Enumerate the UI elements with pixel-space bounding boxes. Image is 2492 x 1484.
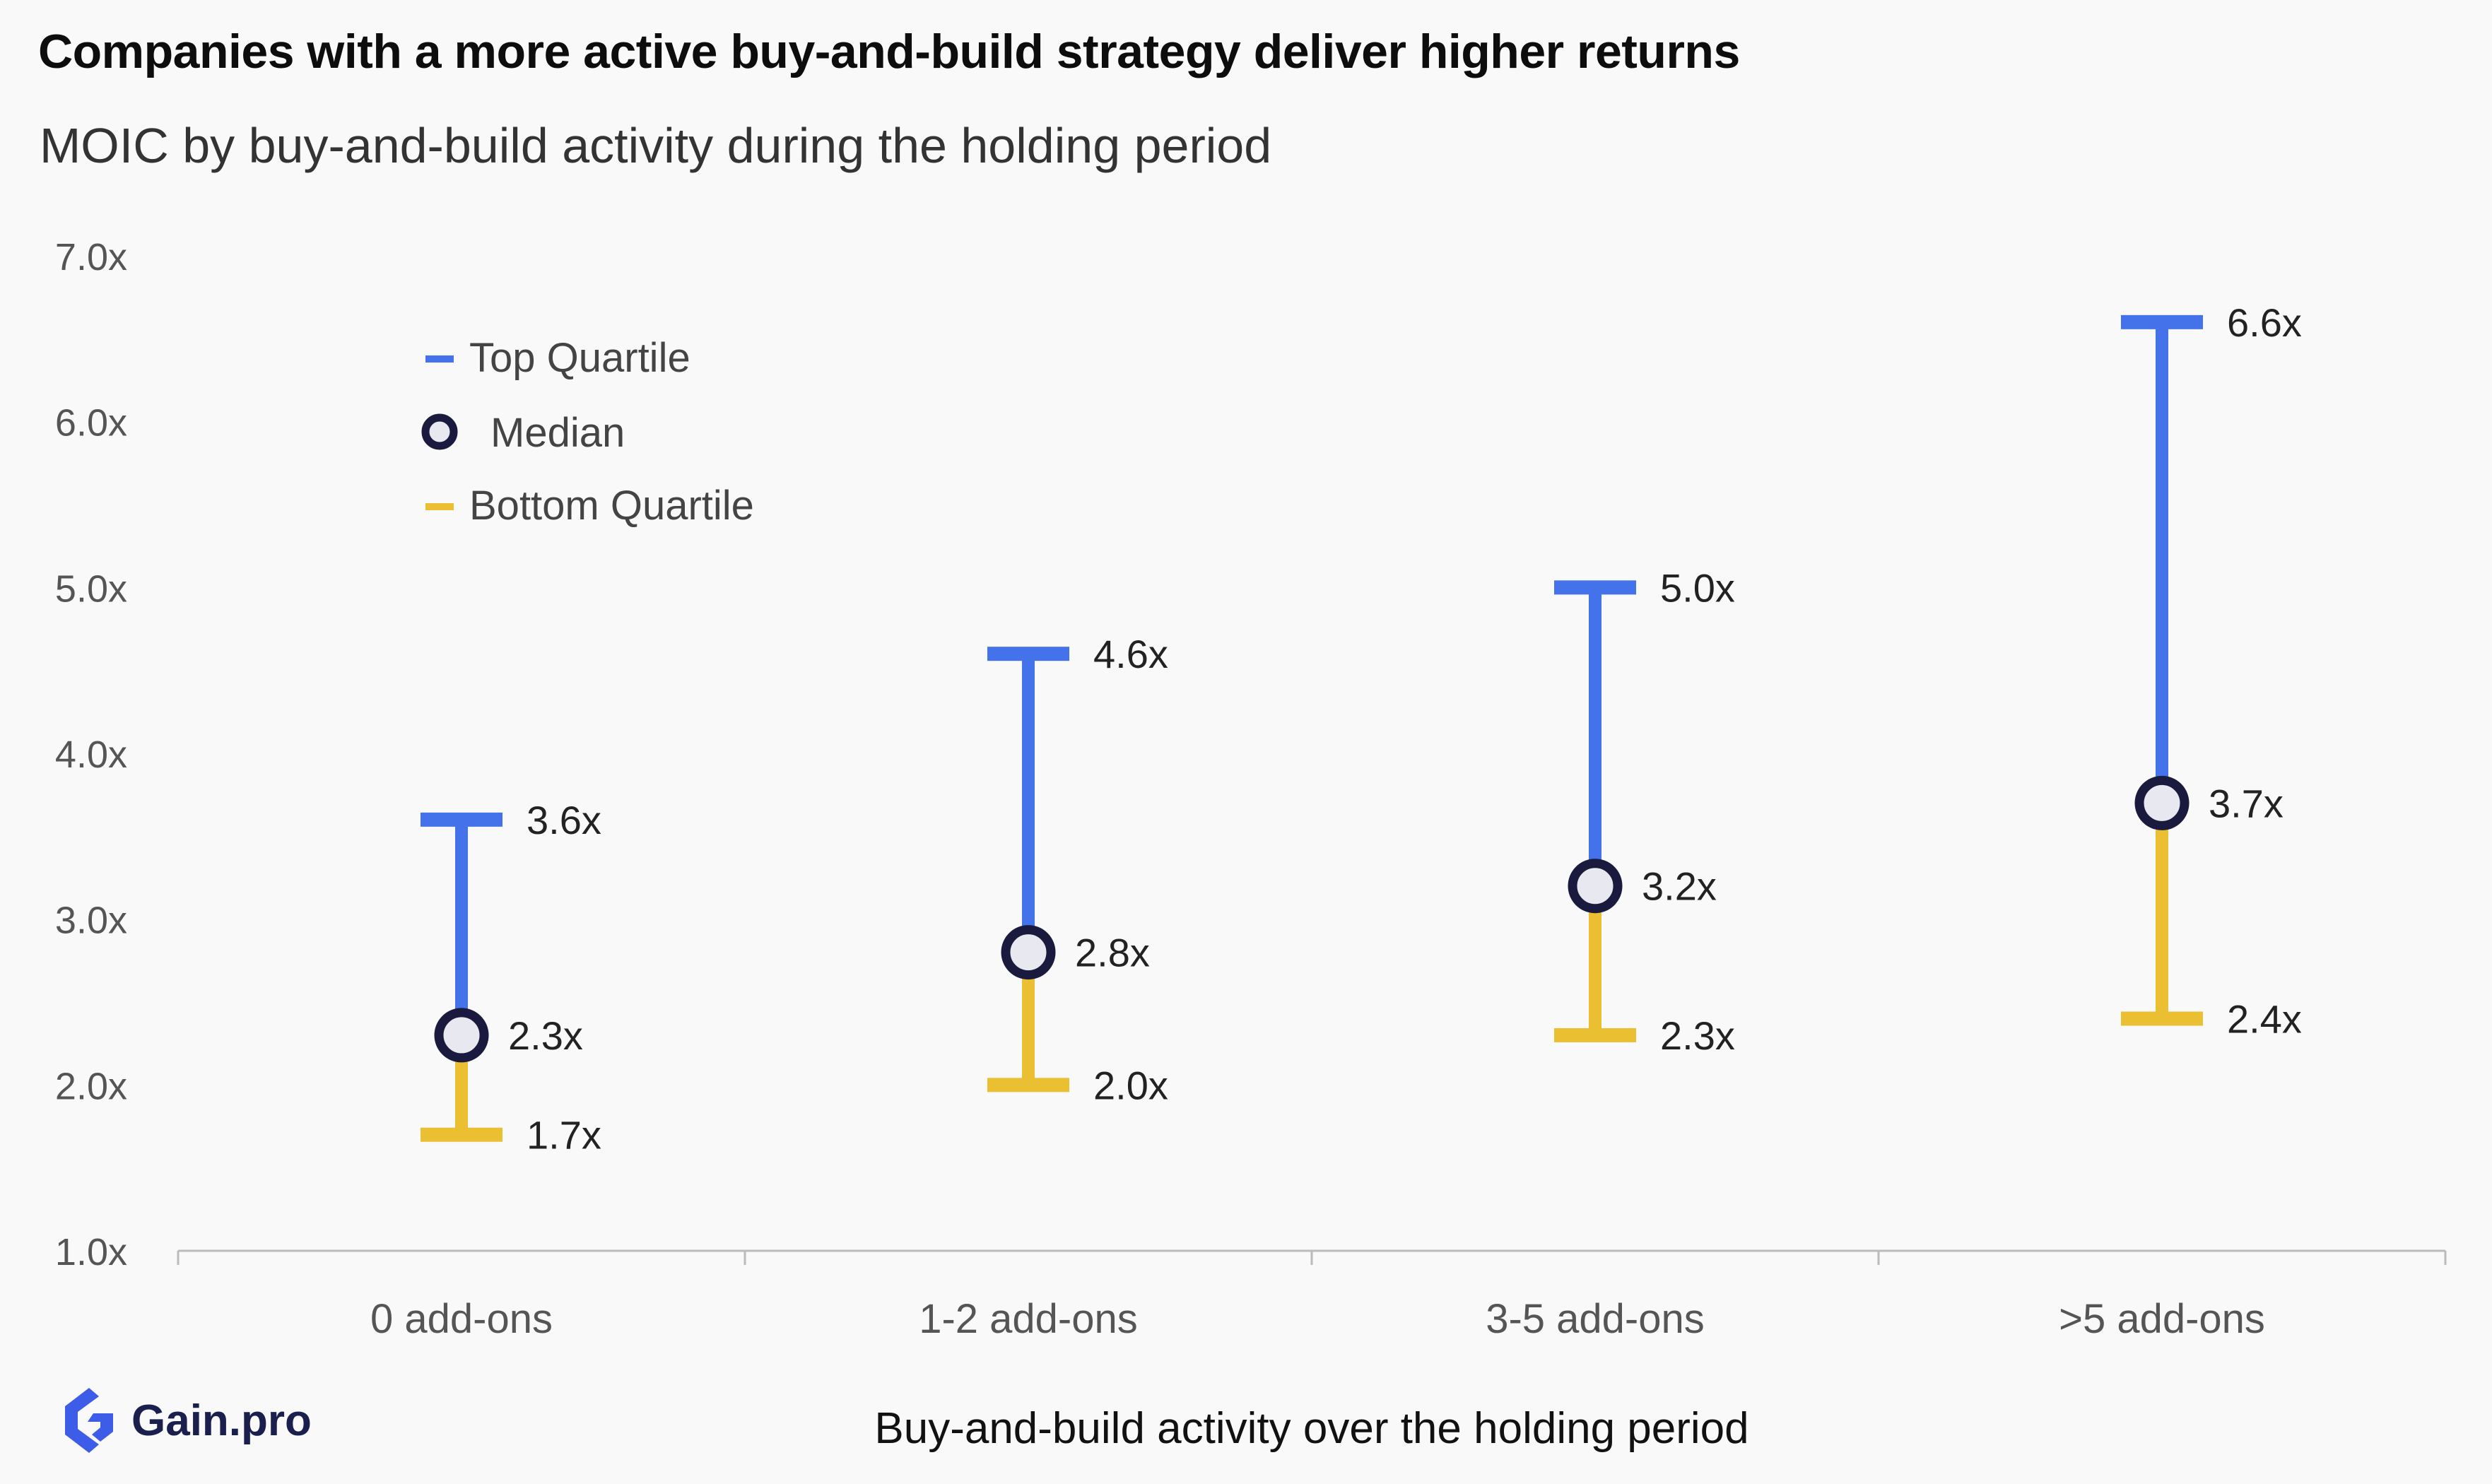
median-label: 2.8x [1075,931,1150,975]
bottom-quartile-label: 2.4x [2227,996,2302,1041]
legend-bottom-quartile-label: Bottom Quartile [469,483,754,529]
bottom-quartile-stem [1022,952,1035,1085]
bottom-quartile-label: 1.7x [527,1113,601,1158]
x-axis-title: Buy-and-build activity over the holding … [874,1404,1748,1453]
top-quartile-stem [2156,322,2168,803]
top-quartile-label: 5.0x [1660,565,1735,610]
bottom-quartile-cap [987,1078,1069,1093]
top-quartile-cap [2121,314,2203,329]
y-tick-label: 6.0x [55,402,127,444]
legend-median-marker [421,413,458,450]
brand-name: Gain.pro [131,1396,312,1445]
y-tick-label: 3.0x [55,900,127,942]
x-tick-label: >5 add-ons [2059,1296,2265,1342]
median-label: 3.7x [2209,781,2284,825]
top-quartile-label: 3.6x [527,798,601,842]
y-tick-label: 4.0x [55,734,127,776]
median-point [2134,775,2190,830]
legend-top-quartile-marker [425,355,454,363]
top-quartile-stem [455,819,468,1035]
top-quartile-label: 4.6x [1093,632,1168,676]
y-tick-label: 1.0x [55,1231,127,1273]
top-quartile-cap [1554,580,1636,595]
median-label: 2.3x [508,1013,583,1058]
top-quartile-stem [1589,587,1601,886]
bottom-quartile-stem [2156,803,2168,1019]
bottom-quartile-label: 2.0x [1093,1063,1168,1107]
gain-pro-logo-icon [65,1388,113,1453]
median-label: 3.2x [1642,864,1717,909]
median-point [1568,859,1623,914]
y-tick-label: 2.0x [55,1065,127,1107]
y-tick-label: 7.0x [55,236,127,278]
legend-bottom-quartile-marker [425,503,454,510]
x-tick-label: 1-2 add-ons [919,1296,1138,1342]
bottom-quartile-cap [2121,1011,2203,1026]
x-tick-label: 0 add-ons [370,1296,553,1342]
legend-median-label: Median [490,410,625,456]
x-tick-label: 3-5 add-ons [1486,1296,1705,1342]
bottom-quartile-cap [1554,1027,1636,1042]
bottom-quartile-cap [421,1127,502,1142]
median-point [1001,925,1056,980]
bottom-quartile-stem [1589,885,1601,1035]
y-tick-label: 5.0x [55,567,127,610]
top-quartile-label: 6.6x [2227,300,2302,345]
chart-subtitle: MOIC by buy-and-build activity during th… [40,118,1272,173]
legend-top-quartile-label: Top Quartile [469,335,690,381]
top-quartile-stem [1022,654,1035,953]
top-quartile-cap [987,647,1069,661]
median-point [434,1008,489,1063]
brand-logo: Gain.pro [57,1385,312,1456]
top-quartile-cap [421,812,502,827]
chart-title: Companies with a more active buy-and-bui… [38,25,1740,78]
bottom-quartile-label: 2.3x [1660,1013,1735,1058]
